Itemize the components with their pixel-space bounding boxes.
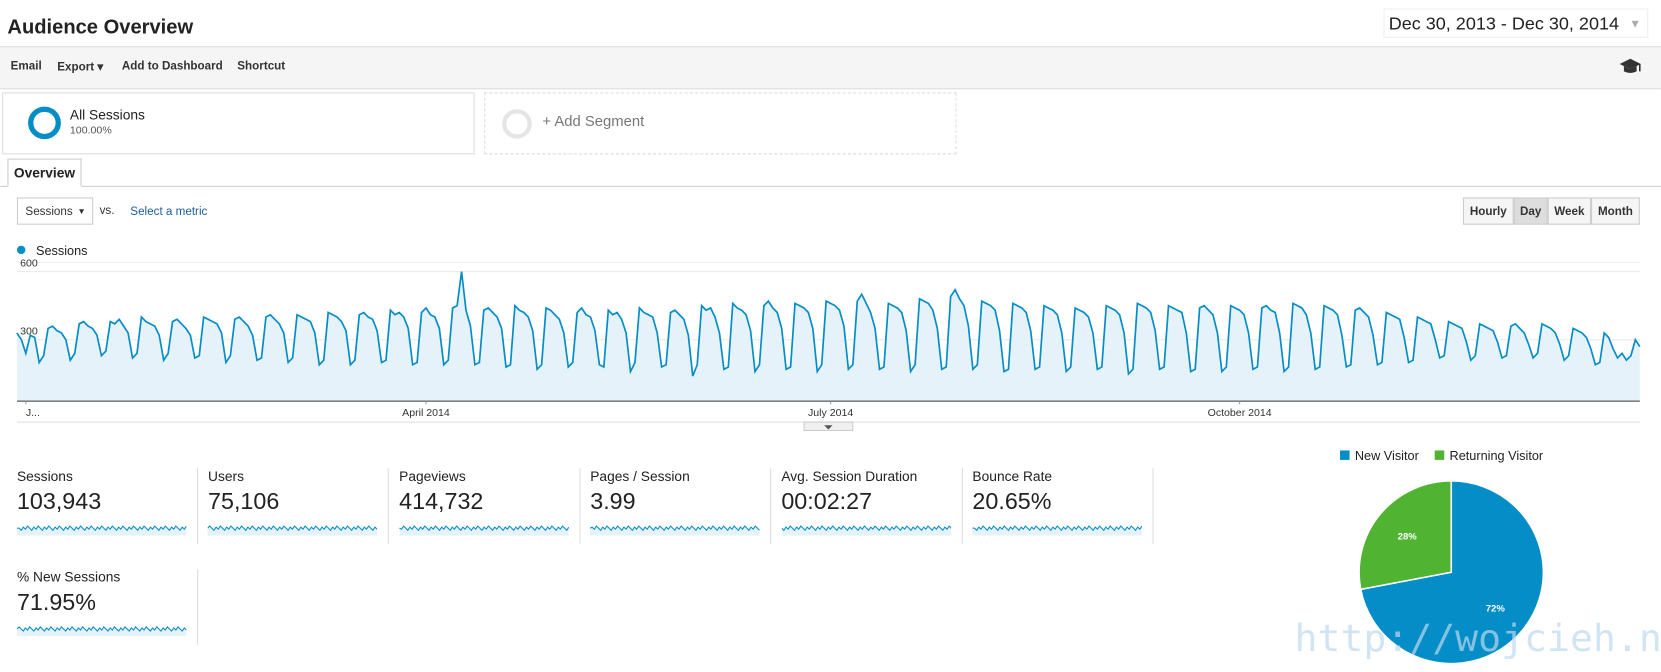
tab[interactable]: Overview	[7, 158, 82, 187]
sparkline	[972, 525, 1142, 536]
granularity-button[interactable]: Hourly	[1462, 197, 1514, 225]
tab-rule	[0, 185, 1661, 187]
sparkline-area	[16, 526, 187, 536]
metric-card: Avg. Session Duration 00:02:27	[781, 468, 963, 544]
sparkline	[399, 525, 569, 536]
sparkline-line	[208, 525, 378, 532]
sparkline-line	[781, 525, 951, 532]
dropdown-arrow: ▼	[77, 206, 86, 217]
sparkline	[208, 525, 378, 536]
metric-card: Pages / Session 3.99	[590, 468, 772, 544]
toolbar: Email Export ▾ Add to Dashboard Shortcut	[0, 46, 1661, 90]
sparkline-area	[972, 526, 1142, 536]
toolbar-button[interactable]: Add to Dashboard	[121, 59, 223, 73]
y-tick-label: 300	[20, 326, 38, 338]
metric-card: Bounce Rate 20.65%	[972, 468, 1154, 544]
sparkline-line	[590, 525, 760, 532]
toolbar-button[interactable]: Shortcut	[237, 59, 286, 73]
segment-card[interactable]: All Sessions 100.00%	[2, 92, 475, 155]
slice-label: 72%	[1486, 604, 1506, 615]
select-metric[interactable]: Select a metric	[130, 205, 208, 219]
metric-label: Pages / Session	[590, 468, 690, 485]
collapse-arrow	[824, 425, 833, 430]
x-tick-label: October 2014	[1208, 407, 1272, 419]
toolbar-label: Export	[57, 60, 95, 74]
sparkline-area	[399, 526, 569, 536]
pie-slice	[1358, 480, 1453, 591]
x-tick-label: July 2014	[808, 407, 853, 419]
granularity-button[interactable]: Day	[1513, 197, 1548, 225]
metric-card: Pageviews 414,732	[399, 468, 581, 544]
sparkline-line	[16, 525, 187, 532]
legend-swatch	[1434, 450, 1445, 460]
line	[16, 271, 1641, 377]
segment-share: 100.00%	[69, 124, 112, 137]
date-range-text: Dec 30, 2013 - Dec 30, 2014	[1388, 13, 1620, 34]
metric-label: % New Sessions	[16, 569, 121, 585]
toolbar-button[interactable]: Export ▾	[57, 60, 104, 74]
sparkline	[590, 525, 760, 536]
legend-label: Sessions	[36, 244, 88, 258]
sparkline-line	[399, 525, 569, 532]
metric-value: 20.65%	[972, 488, 1052, 515]
metric-select-text: Sessions	[25, 205, 73, 219]
segment-icon	[28, 106, 61, 140]
sparkline-line	[972, 525, 1142, 532]
toolbar-button[interactable]: Email	[10, 59, 42, 73]
watermark: http://wojcieh.net	[1294, 617, 1661, 661]
metric-value: 3.99	[590, 488, 636, 515]
metric-value: 414,732	[399, 488, 484, 515]
metric-select[interactable]: Sessions ▼	[16, 197, 94, 225]
x-tick-label: J...	[26, 407, 40, 419]
legend-label: New Visitor	[1355, 449, 1419, 463]
metric-card: Sessions 103,943	[16, 468, 199, 544]
date-range[interactable]: Dec 30, 2013 - Dec 30, 2014 ▼	[1383, 8, 1649, 38]
sparkline-area	[16, 626, 187, 637]
y-tick-label: 600	[20, 257, 38, 269]
metric-value: 103,943	[16, 488, 102, 515]
slice-label: 28%	[1398, 531, 1418, 542]
metric-label: Users	[208, 468, 245, 485]
page-title: Audience Overview	[7, 16, 194, 39]
area	[16, 271, 1640, 402]
granularity-button[interactable]: Week	[1547, 197, 1592, 225]
dropdown-arrow: ▼	[1629, 17, 1641, 31]
segment-name: All Sessions	[69, 107, 145, 123]
vs-label: vs.	[99, 204, 115, 218]
add-segment[interactable]: + Add Segment	[484, 92, 957, 155]
metric-card: Users 75,106	[208, 468, 390, 544]
metric-label: Bounce Rate	[972, 468, 1053, 485]
metric-value: 00:02:27	[781, 488, 873, 515]
segment-icon	[502, 109, 532, 139]
sparkline-area	[208, 526, 378, 536]
sparkline-line	[16, 626, 187, 632]
x-tick-label: April 2014	[402, 407, 450, 419]
legend-label: Returning Visitor	[1450, 449, 1544, 463]
sparkline	[16, 626, 187, 637]
metric-value: 75,106	[208, 488, 280, 515]
sparkline	[16, 525, 187, 536]
metric-label: Pageviews	[399, 468, 466, 485]
academy-icon[interactable]	[1619, 58, 1642, 75]
granularity-button[interactable]: Month	[1591, 197, 1640, 225]
metric-label: Sessions	[16, 468, 73, 485]
pie-chart: New Visitor Returning Visitor 72% 28%	[1340, 449, 1545, 665]
legend-marker	[16, 245, 26, 255]
metric-value: 71.95%	[16, 589, 96, 616]
add-segment-label: + Add Segment	[542, 112, 645, 130]
metric-label: Avg. Session Duration	[781, 468, 918, 485]
legend-swatch	[1340, 450, 1350, 460]
sparkline	[781, 525, 951, 536]
metric-card: % New Sessions 71.95%	[16, 569, 199, 645]
